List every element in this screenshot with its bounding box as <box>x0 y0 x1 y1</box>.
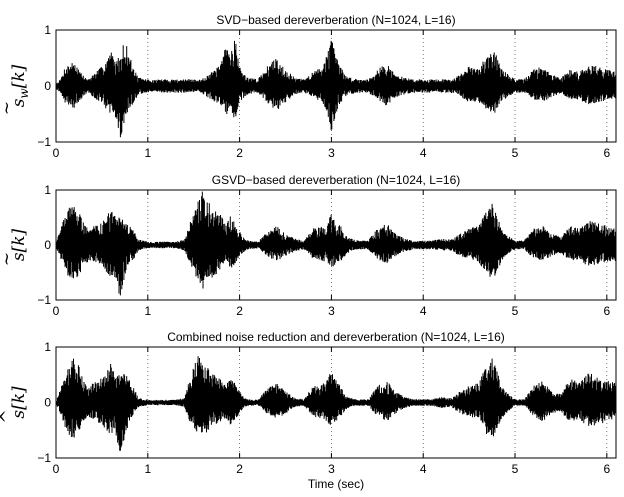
subplot-title: SVD−based dereverberation (N=1024, L=16) <box>216 13 455 27</box>
y-axis-label-text: sw[k] <box>9 64 31 107</box>
y-tick-label: 1 <box>44 183 51 197</box>
x-tick-label: 5 <box>512 304 519 318</box>
y-axis-label: s[k]^ <box>0 386 29 424</box>
y-axis-label-text: s[k] <box>9 228 29 261</box>
x-axis-label: Time (sec) <box>308 477 364 491</box>
y-axis-label: sw[k]~ <box>0 64 31 115</box>
x-tick-label: 1 <box>144 462 151 476</box>
y-axis-label: s[k]~ <box>0 228 29 266</box>
x-tick-label: 4 <box>420 304 427 318</box>
x-tick-label: 4 <box>420 462 427 476</box>
x-tick-label: 2 <box>236 462 243 476</box>
x-tick-label: 0 <box>53 462 60 476</box>
x-tick-label: 1 <box>144 146 151 160</box>
x-tick-label: 6 <box>603 462 610 476</box>
y-axis-label-accent: ~ <box>0 252 17 266</box>
x-tick-label: 3 <box>328 304 335 318</box>
subplot-title: GSVD−based dereverberation (N=1024, L=16… <box>212 173 461 187</box>
x-tick-label: 2 <box>236 146 243 160</box>
y-tick-label: −1 <box>37 135 51 149</box>
waveform-series <box>55 356 617 451</box>
x-tick-label: 5 <box>512 146 519 160</box>
x-tick-label: 3 <box>328 462 335 476</box>
y-tick-label: −1 <box>37 293 51 307</box>
y-tick-label: 0 <box>44 79 51 93</box>
x-tick-label: 6 <box>603 146 610 160</box>
y-axis-label-accent: ^ <box>0 409 17 423</box>
y-tick-label: 1 <box>44 340 51 354</box>
y-tick-label: −1 <box>37 451 51 465</box>
waveform-series <box>55 40 617 138</box>
x-tick-label: 6 <box>603 304 610 318</box>
x-tick-label: 1 <box>144 304 151 318</box>
x-tick-label: 2 <box>236 304 243 318</box>
y-axis-label-text: s[k] <box>9 386 29 419</box>
x-tick-label: 0 <box>53 146 60 160</box>
x-tick-label: 5 <box>512 462 519 476</box>
waveform-series <box>55 191 617 296</box>
x-tick-label: 4 <box>420 146 427 160</box>
x-tick-label: 3 <box>328 146 335 160</box>
y-axis-label-accent: ~ <box>0 101 17 115</box>
subplot-title: Combined noise reduction and dereverbera… <box>167 330 505 344</box>
y-tick-label: 0 <box>44 238 51 252</box>
x-tick-label: 0 <box>53 304 60 318</box>
y-tick-label: 1 <box>44 23 51 37</box>
y-tick-label: 0 <box>44 396 51 410</box>
